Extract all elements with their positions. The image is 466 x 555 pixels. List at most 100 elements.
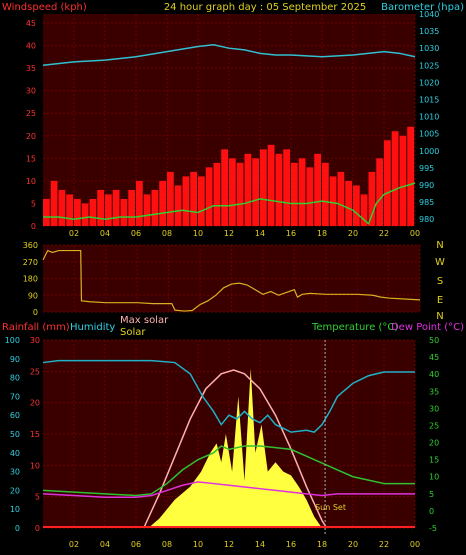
gust-bar — [174, 185, 182, 226]
barometer-y-tick-label: 980 — [419, 215, 434, 224]
barometer-line — [42, 44, 416, 67]
temp-x-tick-label: 00 — [410, 540, 420, 549]
gust-bar — [74, 198, 81, 226]
gust-bar — [120, 198, 128, 226]
gust-bar — [314, 153, 321, 226]
humidity-y-tick-label: 60 — [10, 411, 20, 420]
gust-bar — [399, 135, 407, 226]
gust-bar — [275, 153, 283, 226]
wind-x-tick-label: 04 — [100, 229, 110, 238]
compass-label: N — [436, 311, 443, 322]
temp-y-tick-label: 10 — [429, 473, 439, 482]
barometer-y-tick-label: 985 — [419, 198, 434, 207]
gust-bar — [236, 162, 244, 226]
gust-bar — [205, 167, 213, 226]
temp-x-tick-label: 20 — [348, 540, 358, 549]
rain-y-tick-label: 20 — [30, 399, 40, 408]
compass-label: S — [437, 276, 443, 287]
rainfall-axis-title: Rainfall (mm) — [2, 322, 70, 333]
direction-y-tick-label: 180 — [23, 275, 38, 284]
gust-bar — [384, 140, 391, 226]
gust-bar — [337, 171, 345, 226]
temp-y-tick-label: 20 — [429, 439, 439, 448]
compass-label: E — [437, 295, 443, 306]
wind-x-tick-label: 18 — [317, 229, 327, 238]
barometer-y-tick-label: 990 — [419, 181, 434, 190]
gust-bar — [43, 198, 50, 226]
gust-bar — [97, 189, 104, 226]
humidity-y-tick-label: 20 — [10, 486, 20, 495]
wind-y-tick-label: 45 — [26, 19, 36, 28]
rain-y-tick-label: 25 — [30, 367, 40, 376]
barometer-axis-title: Barometer (hpa) — [381, 2, 464, 13]
dewpoint-line — [42, 481, 415, 498]
gust-bar — [50, 180, 58, 226]
temp-x-tick-label: 16 — [286, 540, 296, 549]
gust-bar — [105, 194, 112, 226]
gust-bar — [298, 158, 306, 226]
wind-y-tick-label: 30 — [26, 87, 36, 96]
wind-x-tick-label: 16 — [286, 229, 296, 238]
humidity-y-tick-label: 10 — [10, 505, 20, 514]
humidity-line — [42, 359, 415, 433]
wind-y-tick-label: 15 — [26, 154, 36, 163]
rain-y-tick-label: 0 — [35, 524, 40, 533]
gust-bar — [221, 149, 228, 226]
gust-bar — [66, 194, 73, 226]
gust-bar — [213, 162, 221, 226]
wind-y-tick-label: 10 — [26, 177, 36, 186]
direction-y-tick-label: 90 — [28, 291, 38, 300]
temp-y-tick-label: 35 — [429, 387, 439, 396]
graph-title: 24 hour graph day : 05 September 2025 — [164, 2, 366, 13]
compass-label: W — [435, 257, 445, 268]
gust-bar — [306, 167, 314, 226]
direction-y-tick-label: 360 — [23, 241, 38, 250]
gust-bar — [128, 189, 135, 226]
gust-bar — [322, 162, 329, 226]
gust-bar — [329, 176, 337, 226]
temp-y-tick-label: -5 — [429, 524, 437, 533]
wind-x-tick-label: 02 — [69, 229, 79, 238]
direction-y-tick-label: 270 — [23, 258, 38, 267]
gust-bar — [376, 158, 383, 226]
temp-y-tick-label: 0 — [429, 507, 434, 516]
humidity-y-tick-label: 100 — [5, 336, 20, 345]
wind-x-tick-label: 10 — [193, 229, 203, 238]
gust-bar — [260, 149, 267, 226]
gust-bar — [198, 176, 205, 226]
temp-y-tick-label: 15 — [429, 456, 439, 465]
gust-bar — [182, 176, 190, 226]
temp-y-tick-label: 30 — [429, 404, 439, 413]
rain-y-tick-label: 10 — [30, 461, 40, 470]
dewpoint-axis-title: Dew Point (°C) — [391, 322, 464, 333]
barometer-y-tick-label: 1040 — [419, 10, 439, 19]
wind-y-tick-label: 0 — [31, 222, 36, 231]
temp-x-tick-label: 04 — [100, 540, 110, 549]
barometer-y-tick-label: 1020 — [419, 78, 439, 87]
gust-bar — [283, 149, 290, 226]
temp-y-tick-label: 40 — [429, 370, 439, 379]
rain-y-tick-label: 5 — [35, 493, 40, 502]
windspeed-axis-title: Windspeed (kph) — [2, 2, 87, 13]
wind-x-tick-label: 06 — [131, 229, 141, 238]
temp-x-tick-label: 18 — [317, 540, 327, 549]
barometer-y-tick-label: 1010 — [419, 113, 439, 122]
wind-y-tick-label: 20 — [26, 132, 36, 141]
humidity-y-tick-label: 80 — [10, 374, 20, 383]
barometer-y-tick-label: 1025 — [419, 61, 439, 70]
wind-y-tick-label: 40 — [26, 42, 36, 51]
temp-x-tick-label: 22 — [379, 540, 389, 549]
humidity-y-tick-label: 50 — [10, 430, 20, 439]
barometer-y-tick-label: 1015 — [419, 95, 439, 104]
gust-bar — [391, 131, 399, 226]
temp-x-tick-label: 14 — [255, 540, 265, 549]
gust-bar — [345, 180, 352, 226]
wind-average-line — [43, 182, 416, 226]
humidity-y-tick-label: 40 — [10, 449, 20, 458]
wind-x-tick-label: 00 — [410, 229, 420, 238]
gust-bar — [360, 194, 368, 226]
gust-bar — [407, 126, 414, 226]
gust-bar — [159, 180, 166, 226]
humidity-y-tick-label: 90 — [10, 355, 20, 364]
